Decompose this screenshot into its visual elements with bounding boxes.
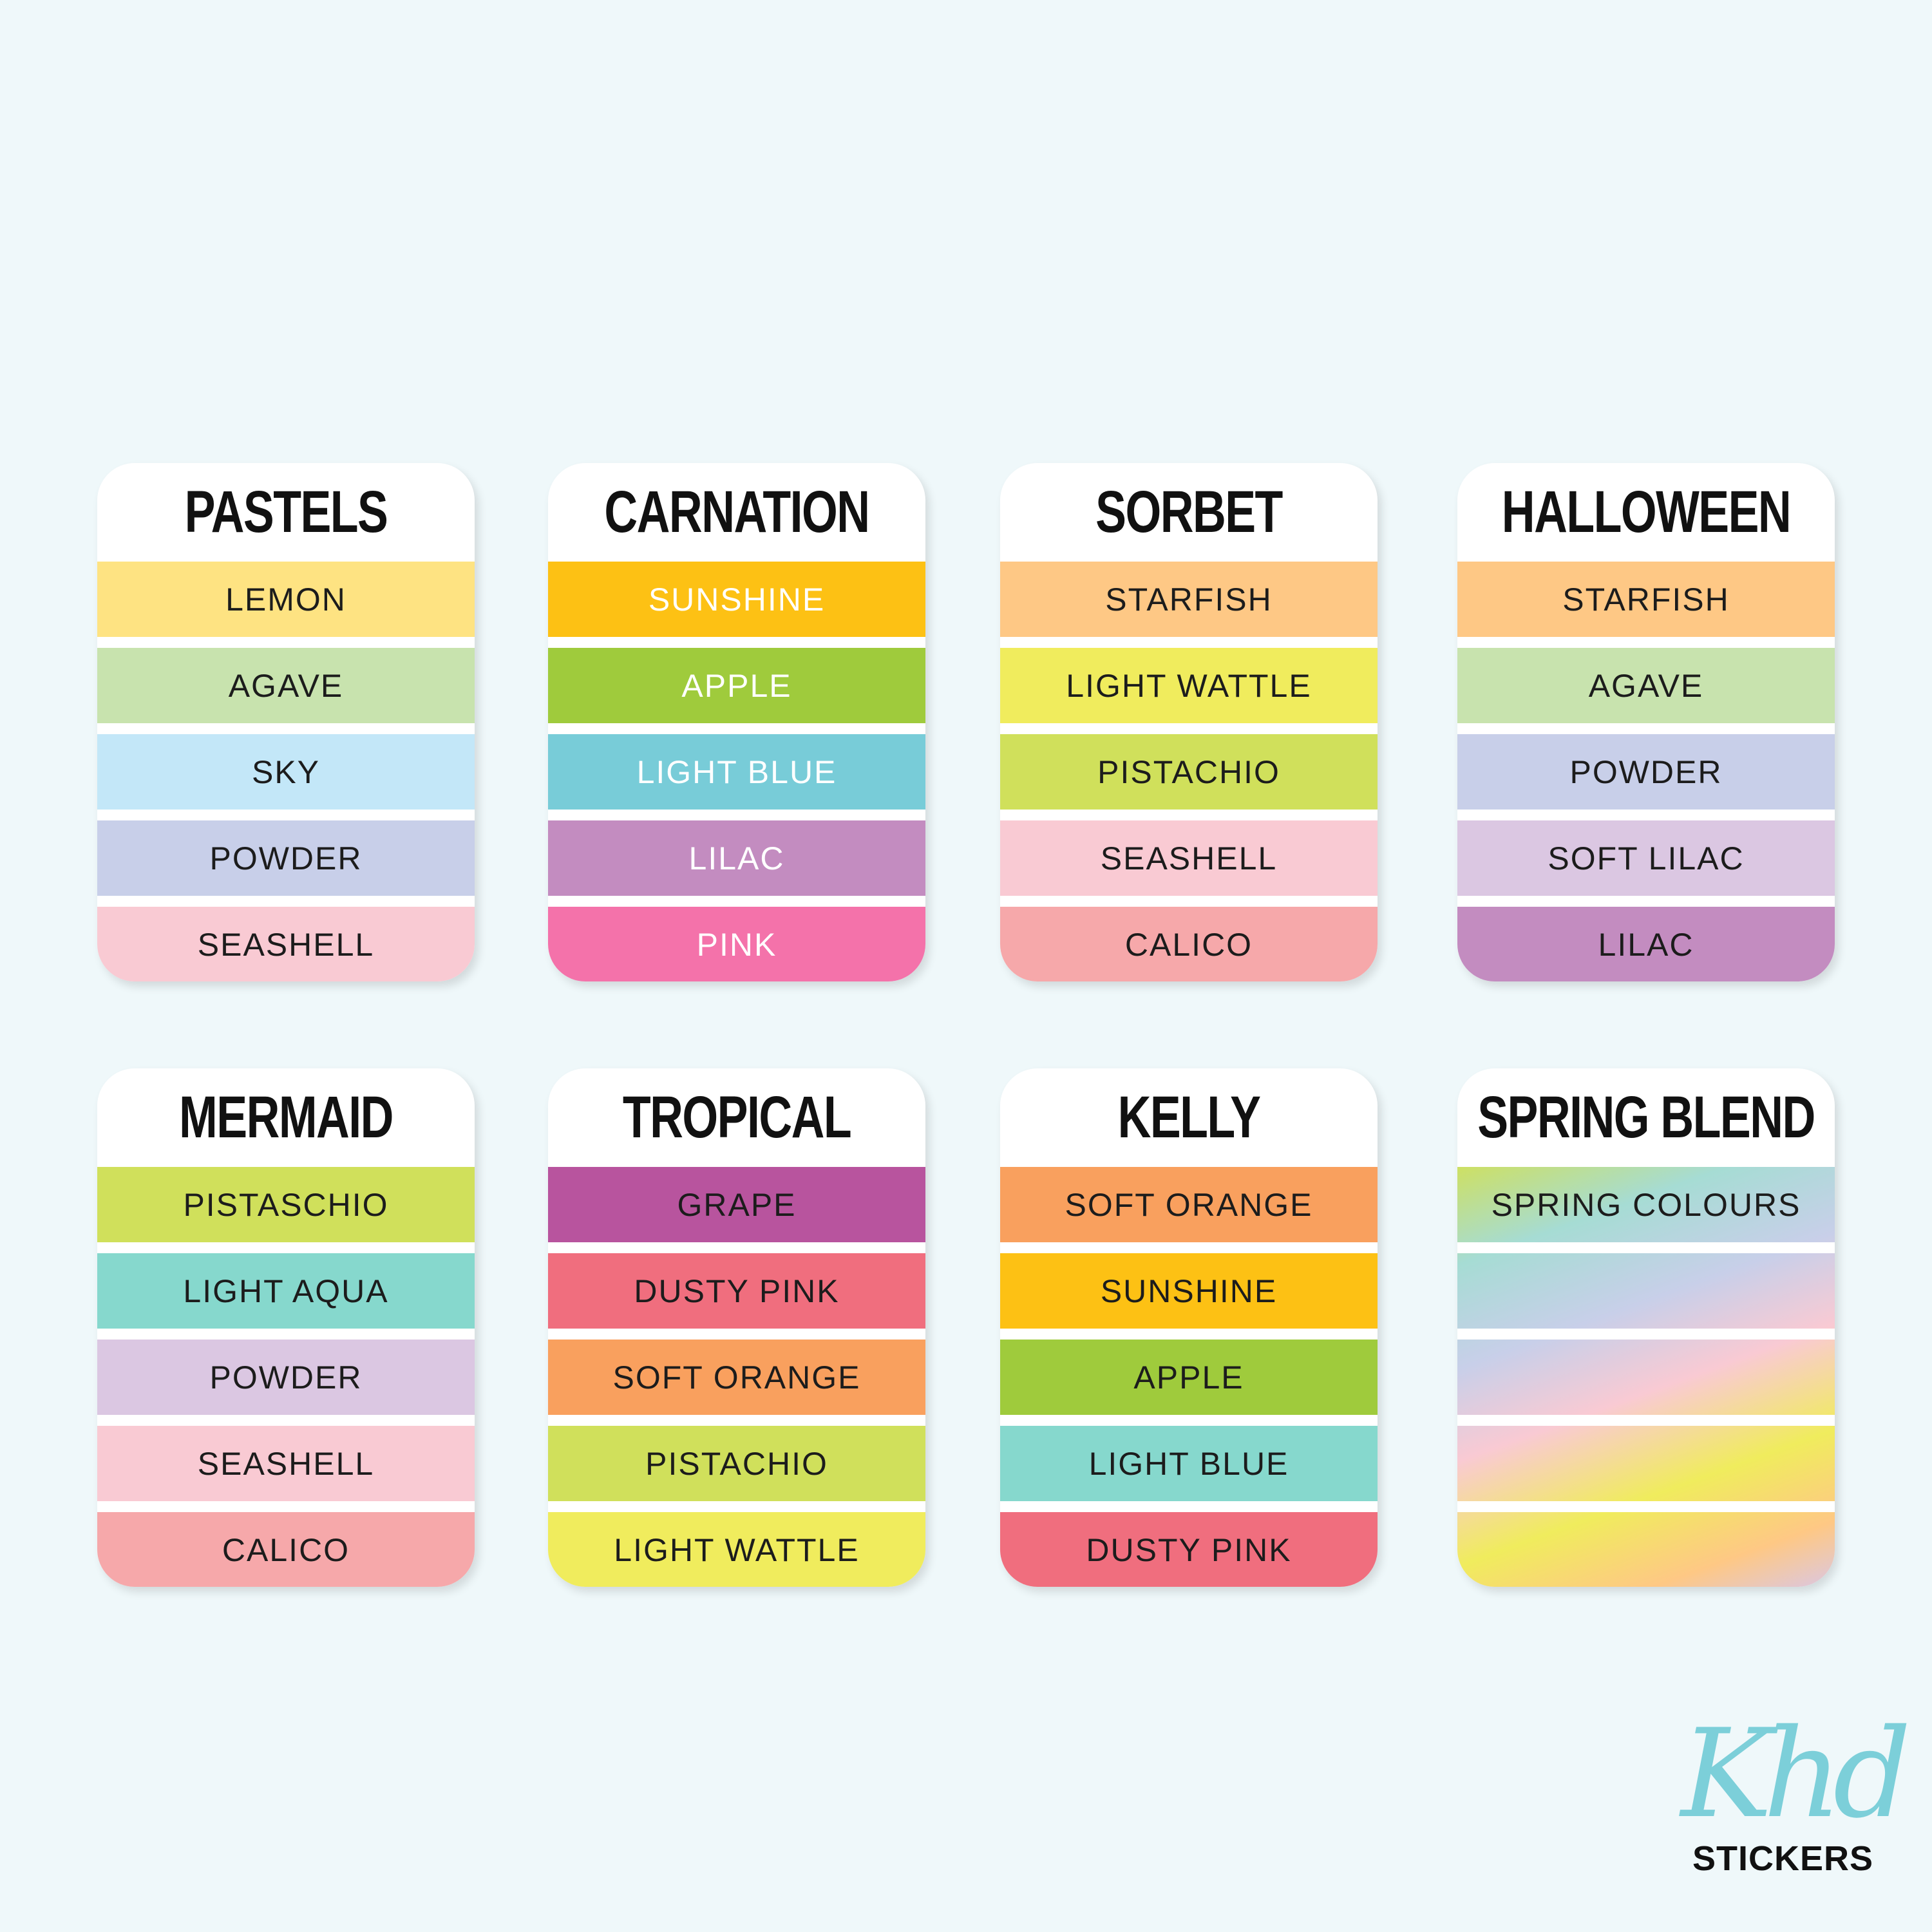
color-strip: SOFT ORANGE [1000,1167,1378,1242]
color-strip: POWDER [97,1340,475,1415]
color-strip: PISTACHIO [1000,734,1378,810]
color-strip [1457,1253,1835,1329]
card-title: Pastels [184,479,388,545]
color-strip [1457,1426,1835,1501]
color-strip [1457,1340,1835,1415]
card-title: Mermaid [179,1084,393,1150]
palette-card-pastels: Pastels LEMON AGAVE SKY POWDER SEASHELL [97,463,475,981]
palette-card-kelly: Kelly SOFT ORANGE SUNSHINE APPLE LIGHT BLUE D… [1000,1068,1378,1587]
color-strip: PISTASCHIO [97,1167,475,1242]
palette-card-halloween: Halloween STARFISH AGAVE POWDER SOFT LILAC LI… [1457,463,1835,981]
color-strip: SEASHELL [97,1426,475,1501]
color-strip: LEMON [97,562,475,637]
color-strip: SEASHELL [97,907,475,981]
color-strip: SUNSHINE [548,562,925,637]
palette-card-tropical: Tropical GRAPE DUSTY PINK SOFT ORANGE PISTAC… [548,1068,925,1587]
color-strip: LIGHT WATTLE [1000,648,1378,723]
color-strip: SOFT ORANGE [548,1340,925,1415]
card-title: Carnation [604,479,870,545]
color-strip: LIGHT WATTLE [548,1512,925,1587]
palette-card-carnation: Carnation SUNSHINE APPLE LIGHT BLUE LILAC PIN… [548,463,925,981]
color-strip: APPLE [1000,1340,1378,1415]
color-strip: LILAC [548,820,925,896]
color-strip: PINK [548,907,925,981]
palette-card-sorbet: Sorbet STARFISH LIGHT WATTLE PISTACHIO SEASH… [1000,463,1378,981]
color-strip: SOFT LILAC [1457,820,1835,896]
color-strip: APPLE [548,648,925,723]
palette-card-spring-blend: Spring Blend SPRING COLOURS [1457,1068,1835,1587]
color-strip: LIGHT BLUE [548,734,925,810]
card-title: Halloween [1501,479,1792,545]
color-strip: PISTACHIO [548,1426,925,1501]
color-strip: CALICO [1000,907,1378,981]
card-title: Spring Blend [1477,1084,1815,1150]
palette-card-mermaid: Mermaid PISTASCHIO LIGHT AQUA POWDER SEASHEL… [97,1068,475,1587]
card-title: Tropical [622,1084,852,1150]
card-title: Sorbet [1095,479,1283,545]
logo-script: Khd [1681,1703,1911,1845]
khd-stickers-logo: Khd STICKERS [1674,1713,1919,1880]
logo-wordmark: STICKERS [1692,1839,1874,1878]
color-strip: AGAVE [1457,648,1835,723]
color-strip: AGAVE [97,648,475,723]
color-strip: LIGHT AQUA [97,1253,475,1329]
color-strip: LILAC [1457,907,1835,981]
card-title: Kelly [1117,1084,1261,1150]
color-strip: SEASHELL [1000,820,1378,896]
color-strip: STARFISH [1457,562,1835,637]
color-strip: DUSTY PINK [1000,1512,1378,1587]
color-strip: GRAPE [548,1167,925,1242]
color-strip: SKY [97,734,475,810]
color-strip: SPRING COLOURS [1457,1167,1835,1242]
color-strip: SUNSHINE [1000,1253,1378,1329]
color-strip: CALICO [97,1512,475,1587]
color-strip [1457,1512,1835,1587]
color-strip: POWDER [1457,734,1835,810]
color-strip: STARFISH [1000,562,1378,637]
color-strip: POWDER [97,820,475,896]
color-strip: DUSTY PINK [548,1253,925,1329]
color-strip: LIGHT BLUE [1000,1426,1378,1501]
